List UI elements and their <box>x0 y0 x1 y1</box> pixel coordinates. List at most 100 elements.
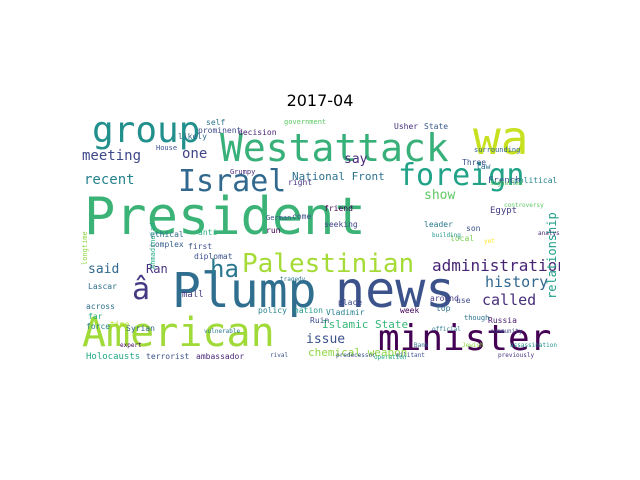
cloud-word: operation <box>374 354 407 361</box>
cloud-word: Palestinian <box>242 249 415 279</box>
cloud-word: Westattack <box>220 126 449 170</box>
cloud-word: prominent <box>198 126 242 135</box>
cloud-word: Egypt <box>490 206 518 216</box>
cloud-word: Lascar <box>88 282 117 291</box>
cloud-word: mall <box>182 290 204 300</box>
cloud-word: President <box>84 187 366 247</box>
cloud-word: right <box>288 178 313 187</box>
cloud-word: ambassador <box>196 352 245 361</box>
cloud-word: week <box>400 306 420 315</box>
cloud-word: relationship <box>545 212 559 299</box>
cloud-word: Bank <box>414 342 429 349</box>
cloud-word: use <box>456 296 471 305</box>
cloud-word: â <box>132 272 151 307</box>
cloud-word: law <box>476 162 491 171</box>
cloud-word: German <box>266 214 292 222</box>
cloud-word: likely <box>178 132 207 141</box>
cloud-word: ethical <box>150 230 184 239</box>
cloud-word: Ahmadinejad <box>149 222 157 269</box>
cloud-word: government <box>284 118 327 126</box>
cloud-word: French <box>488 176 521 186</box>
cloud-word: come <box>292 212 312 221</box>
cloud-word: surrounding <box>474 146 521 154</box>
cloud-word: show <box>424 188 456 203</box>
cloud-word: political <box>514 176 558 185</box>
cloud-word: longtime <box>81 231 89 265</box>
cloud-word: say <box>344 152 368 167</box>
cloud-word: vulnerable <box>204 328 241 335</box>
cloud-word: previously <box>498 352 535 359</box>
cloud-word: history <box>485 273 549 291</box>
word-cloud: President Plump news wa Westattack Ameri… <box>80 117 560 365</box>
cloud-word: son <box>466 224 481 233</box>
cloud-word: Syrian <box>126 324 155 333</box>
cloud-word: American <box>82 310 275 356</box>
cloud-word: yet <box>484 238 495 245</box>
figure-title: 2017-04 <box>286 91 354 110</box>
cloud-word: meeting <box>82 148 142 164</box>
cloud-word: House <box>156 144 178 152</box>
cloud-word: leader <box>424 220 453 229</box>
cloud-word: nation <box>294 306 323 315</box>
cloud-word: tragedy <box>280 276 306 283</box>
cloud-word: Holocausts <box>86 352 141 362</box>
cloud-word: community <box>490 328 523 335</box>
cloud-word: expert <box>120 342 142 349</box>
cloud-word: called <box>482 291 537 309</box>
cloud-word: administration <box>432 256 560 275</box>
cloud-word: far <box>88 312 103 321</box>
cloud-word: policy <box>258 306 287 315</box>
cloud-word: official <box>432 326 461 333</box>
cloud-word: building <box>432 232 461 239</box>
cloud-word: Grumpy <box>230 168 256 176</box>
cloud-word: Three <box>462 158 487 167</box>
cloud-word: decision <box>238 128 277 137</box>
cloud-word: though <box>464 314 490 322</box>
cloud-word: run <box>266 226 281 235</box>
cloud-word: group <box>92 117 201 151</box>
cloud-word: Ran <box>146 262 168 276</box>
cloud-word: assassination <box>510 342 557 349</box>
cloud-word: around <box>430 294 459 303</box>
cloud-word: Vladimir <box>326 308 365 317</box>
cloud-word: Israel <box>178 164 287 199</box>
cloud-word: rival <box>270 352 289 359</box>
cloud-word: diplomat <box>194 252 233 261</box>
cloud-word: local <box>450 234 475 243</box>
cloud-word: top <box>436 304 451 313</box>
cloud-word: across <box>86 302 115 311</box>
cloud-word: one <box>182 146 208 162</box>
cloud-word: chemical weapon <box>308 346 408 359</box>
cloud-word: foreign <box>398 158 525 193</box>
cloud-word: ha <box>210 255 239 283</box>
cloud-word: self <box>206 118 226 127</box>
cloud-word: Usher <box>394 122 419 131</box>
cloud-word: Ruin <box>310 316 330 325</box>
cloud-word: Plump <box>172 263 317 319</box>
cloud-word: wa <box>473 117 529 165</box>
cloud-word: place <box>338 298 363 307</box>
cloud-word: Islamic State <box>322 318 409 331</box>
cloud-word: State <box>424 122 449 131</box>
cloud-word: complex <box>150 240 184 249</box>
cloud-word: Russia <box>488 316 517 325</box>
cloud-word: friend <box>324 204 353 213</box>
cloud-word: controversy <box>504 202 544 209</box>
cloud-word: force <box>86 322 111 331</box>
cloud-word: news <box>335 261 456 319</box>
cloud-word: signalled <box>490 180 523 187</box>
cloud-word: National Front <box>292 170 385 183</box>
cloud-word: time <box>110 320 130 329</box>
cloud-word: militant <box>396 352 425 359</box>
cloud-word: Jewish <box>462 342 484 349</box>
cloud-word: predecessor <box>336 352 376 359</box>
cloud-word: seeking <box>324 220 358 229</box>
cloud-word: issue <box>306 332 346 347</box>
cloud-word: terrorist <box>146 352 190 361</box>
cloud-word: analysis <box>538 230 560 237</box>
cloud-word: said <box>88 262 120 277</box>
cloud-word: minister <box>378 318 552 359</box>
cloud-word: anti <box>198 228 218 237</box>
cloud-word: recent <box>84 172 135 188</box>
cloud-word: first <box>188 242 213 251</box>
